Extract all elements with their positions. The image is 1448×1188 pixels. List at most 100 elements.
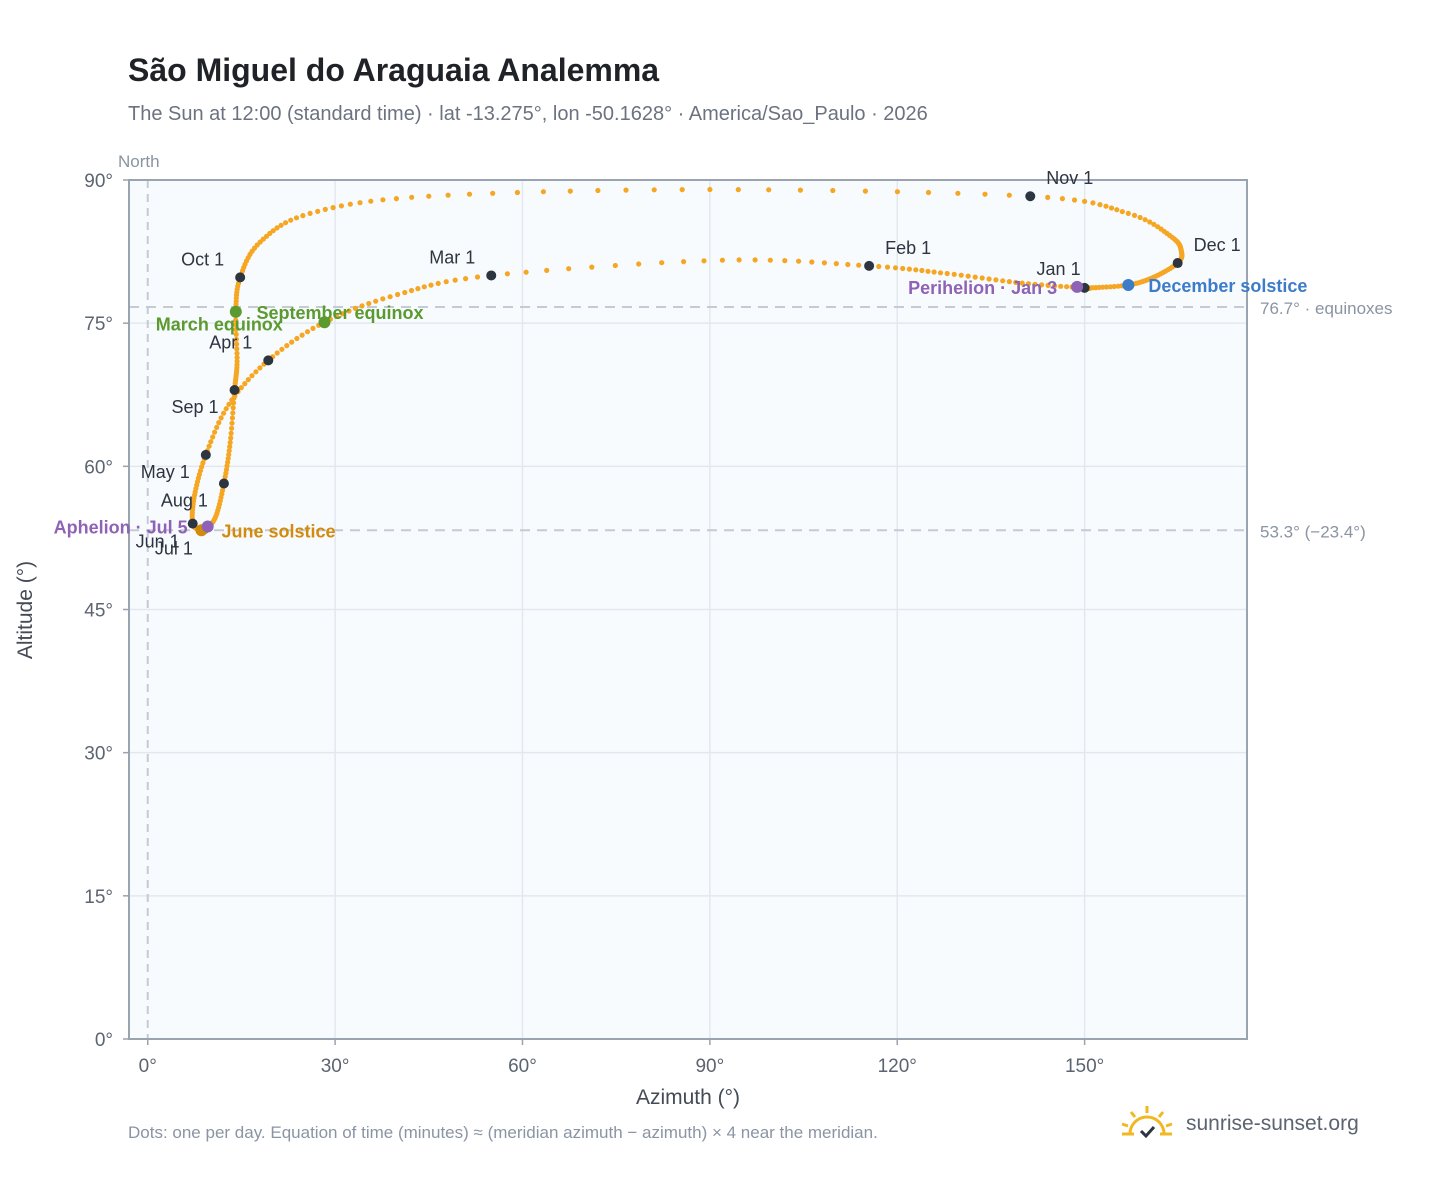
- daily-dot: [925, 189, 932, 196]
- daily-dot: [919, 267, 925, 274]
- x-tick-label: 0°: [139, 1056, 157, 1077]
- daily-dot: [322, 206, 328, 212]
- month-marker-label: Jul 1: [155, 538, 193, 558]
- daily-dot: [972, 274, 978, 280]
- daily-dot: [242, 381, 248, 387]
- daily-dot: [1045, 194, 1051, 200]
- daily-dot: [544, 267, 550, 273]
- daily-dot: [415, 286, 421, 292]
- daily-dot: [234, 346, 240, 352]
- daily-dot: [452, 277, 458, 283]
- month-marker-label: May 1: [141, 462, 190, 482]
- daily-dot: [925, 268, 931, 274]
- daily-dot: [421, 284, 427, 290]
- daily-dot: [1032, 281, 1038, 287]
- daily-dot: [1114, 207, 1120, 213]
- daily-dot: [937, 270, 944, 276]
- brand[interactable]: sunrise-sunset.org: [1118, 1100, 1359, 1148]
- daily-dot: [380, 296, 386, 302]
- daily-dot: [1064, 284, 1070, 290]
- special-point-label: September equinox: [256, 303, 423, 323]
- daily-dot: [229, 415, 235, 421]
- daily-dot: [1108, 205, 1115, 211]
- footnote: Dots: one per day. Equation of time (min…: [128, 1123, 878, 1142]
- daily-dot: [212, 429, 218, 435]
- daily-dot: [1052, 283, 1058, 289]
- daily-dot: [245, 377, 251, 383]
- daily-dot: [1103, 284, 1110, 290]
- axis-ticks: 0° 30° 60° 90° 120° 150° 0° 15° 30° 45° 60° 75° 90°: [84, 171, 1104, 1077]
- daily-dot: [234, 350, 240, 356]
- daily-dot: [913, 267, 919, 273]
- daily-dot: [231, 395, 237, 401]
- daily-dot: [567, 188, 573, 194]
- daily-dot: [986, 276, 992, 282]
- daily-dot: [225, 455, 231, 462]
- daily-dot: [428, 282, 434, 288]
- special-point-label: Perihelion · Jan 3: [908, 278, 1057, 298]
- daily-dot: [257, 365, 263, 371]
- daily-dot: [951, 271, 957, 277]
- daily-dot: [208, 439, 214, 445]
- daily-dot: [1125, 210, 1131, 216]
- x-tick-label: 150°: [1065, 1056, 1104, 1077]
- daily-dot: [338, 203, 344, 209]
- daily-dot: [1097, 202, 1103, 208]
- daily-dot: [1006, 279, 1012, 285]
- month-marker-label: Apr 1: [209, 332, 252, 352]
- x-tick-label: 60°: [508, 1056, 537, 1077]
- month-marker-label: Dec 1: [1194, 235, 1241, 255]
- daily-dot: [347, 201, 353, 207]
- daily-dot: [226, 448, 232, 454]
- month-marker: [263, 355, 274, 366]
- daily-dot: [229, 425, 235, 431]
- reference-line-label: 76.7° · equinoxes: [1260, 299, 1393, 318]
- daily-dot: [226, 401, 232, 407]
- daily-dot: [504, 271, 510, 277]
- daily-dot: [233, 336, 239, 342]
- daily-dot: [283, 220, 289, 226]
- daily-dot: [707, 186, 713, 193]
- month-marker: [864, 260, 875, 271]
- daily-dot: [233, 331, 239, 337]
- daily-dot: [234, 355, 240, 361]
- daily-dot: [766, 187, 772, 193]
- daily-dot: [612, 262, 618, 269]
- daily-dot: [233, 326, 239, 333]
- month-marker-label: Feb 1: [885, 238, 931, 258]
- daily-dot: [965, 273, 971, 279]
- daily-dot: [797, 187, 804, 193]
- grid-lines: [129, 180, 1247, 1039]
- daily-dot: [346, 308, 352, 314]
- daily-dot: [402, 289, 408, 296]
- daily-dot: [1000, 278, 1006, 284]
- daily-dot: [821, 260, 828, 266]
- month-marker: [200, 449, 211, 460]
- daily-dot: [719, 257, 726, 263]
- daily-dot: [735, 187, 741, 193]
- daily-dot: [809, 259, 815, 265]
- daily-dot: [1025, 281, 1032, 287]
- daily-dot: [200, 460, 206, 466]
- special-point-label: Aphelion · Jul 5: [54, 517, 188, 537]
- daily-dot: [862, 188, 869, 194]
- daily-dot: [651, 187, 657, 193]
- daily-dot: [218, 415, 224, 421]
- y-tick-label: 60°: [84, 457, 113, 478]
- daily-dot: [307, 210, 313, 216]
- month-marker: [1025, 191, 1036, 202]
- daily-dot: [234, 358, 240, 364]
- daily-dot: [408, 287, 415, 294]
- daily-dot: [1137, 214, 1143, 221]
- daily-dot: [884, 264, 891, 270]
- daily-dot: [1111, 283, 1117, 290]
- daily-dot: [931, 269, 937, 275]
- daily-dot: [445, 192, 451, 198]
- daily-dot: [1019, 280, 1025, 286]
- y-tick-label: 45°: [84, 601, 113, 622]
- daily-dot: [1147, 219, 1153, 225]
- daily-dot: [387, 294, 393, 300]
- daily-dot: [230, 410, 236, 416]
- daily-dot: [1142, 217, 1148, 223]
